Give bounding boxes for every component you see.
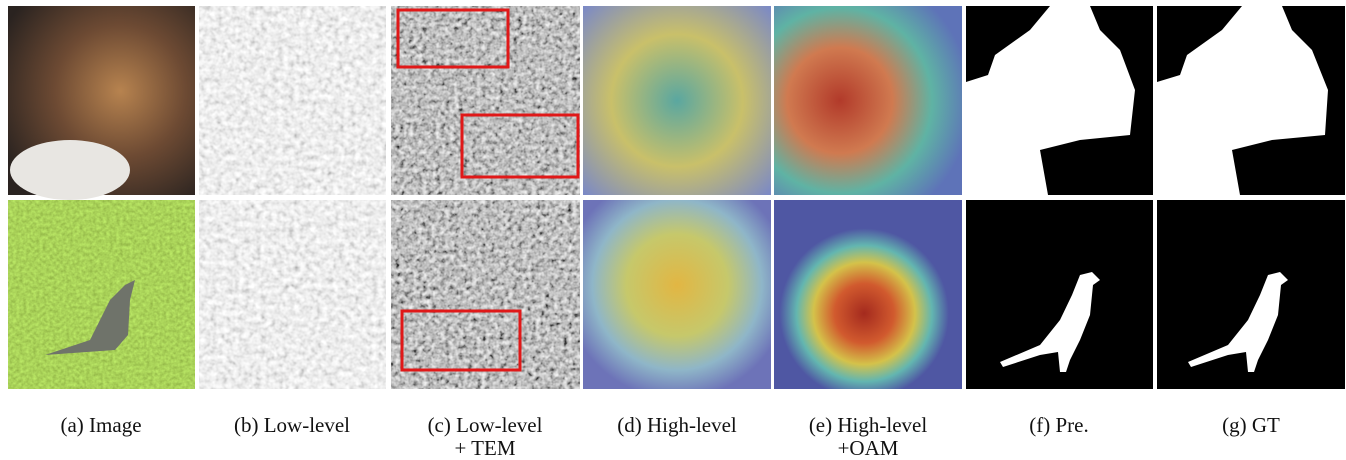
caption: (a) Image — [60, 413, 141, 437]
caption: + TEM — [454, 436, 515, 455]
figure: (a) Image (b) Low-level (c) Low-level+ TEM… — [0, 0, 1346, 455]
caption: (e) High-level — [809, 413, 928, 437]
caption: (b) Low-level — [234, 413, 350, 437]
page: (a) Image (b) Low-level (c) Low-level+ TEM… — [0, 0, 1346, 455]
caption: +OAM — [838, 436, 899, 455]
heatmap-panel — [774, 6, 962, 195]
heatmap-panel — [583, 6, 771, 195]
image-panel — [8, 200, 195, 389]
heatmap-panel — [774, 200, 962, 389]
heatmap-panel — [583, 200, 771, 389]
feature-panel — [199, 6, 386, 195]
image-detail — [10, 140, 130, 200]
feature-panel — [391, 200, 580, 389]
caption: (f) Pre. — [1029, 413, 1088, 437]
feature-panel — [391, 6, 580, 195]
caption: (c) Low-level — [428, 413, 543, 437]
caption: (d) High-level — [617, 413, 737, 437]
caption: (g) GT — [1222, 413, 1280, 437]
feature-panel — [199, 200, 386, 389]
